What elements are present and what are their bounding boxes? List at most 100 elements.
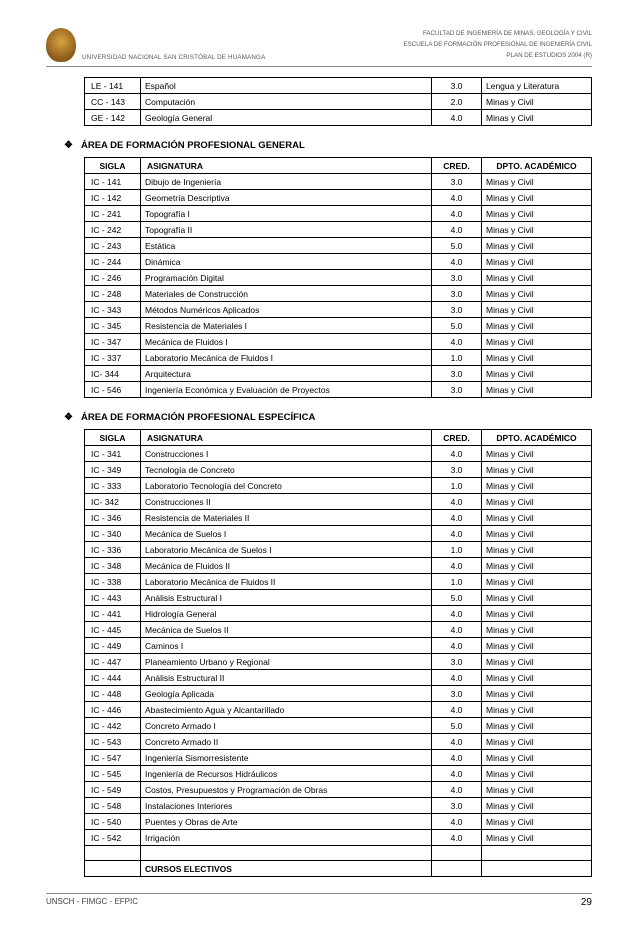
cell-asignatura: Irrigación bbox=[141, 830, 432, 846]
cell-sigla: IC - 445 bbox=[85, 622, 141, 638]
cell-dpto: Minas y Civil bbox=[482, 206, 592, 222]
cell-cred: 3.0 bbox=[432, 798, 482, 814]
cell-asignatura: Materiales de Construcción bbox=[141, 286, 432, 302]
cell-sigla: IC - 448 bbox=[85, 686, 141, 702]
table-row: IC - 547Ingeniería Sismorresistente4.0Mi… bbox=[85, 750, 592, 766]
page-footer: UNSCH - FIMGC - EFPIC 29 bbox=[46, 893, 592, 908]
cell-dpto: Minas y Civil bbox=[482, 478, 592, 494]
cell-cred: 1.0 bbox=[432, 574, 482, 590]
cell-cred: 3.0 bbox=[432, 366, 482, 382]
table-row: IC - 546Ingeniería Económica y Evaluació… bbox=[85, 382, 592, 398]
cell-dpto: Minas y Civil bbox=[482, 766, 592, 782]
col-sigla: SIGLA bbox=[85, 430, 141, 446]
col-cred: CRED. bbox=[432, 430, 482, 446]
table-row: IC - 442Concreto Armado I5.0Minas y Civi… bbox=[85, 718, 592, 734]
cell-cred: 1.0 bbox=[432, 478, 482, 494]
table-row: CC - 143Computación2.0Minas y Civil bbox=[85, 94, 592, 110]
table-row: IC - 345Resistencia de Materiales I5.0Mi… bbox=[85, 318, 592, 334]
cell-sigla: IC - 348 bbox=[85, 558, 141, 574]
table-row: IC - 347Mecánica de Fluidos I4.0Minas y … bbox=[85, 334, 592, 350]
cell-sigla: IC- 342 bbox=[85, 494, 141, 510]
cell-dpto: Minas y Civil bbox=[482, 558, 592, 574]
table-row: IC - 548Instalaciones Interiores3.0Minas… bbox=[85, 798, 592, 814]
table-header-row: SIGLA ASIGNATURA CRED. DPTO. ACADÉMICO bbox=[85, 430, 592, 446]
cell-sigla: IC - 246 bbox=[85, 270, 141, 286]
cell-asignatura: Español bbox=[141, 78, 432, 94]
cell-asignatura: Topografía I bbox=[141, 206, 432, 222]
section1-title-text: ÁREA DE FORMACIÓN PROFESIONAL GENERAL bbox=[81, 140, 305, 151]
table-row: IC - 348Mecánica de Fluidos II4.0Minas y… bbox=[85, 558, 592, 574]
cell-cred: 5.0 bbox=[432, 718, 482, 734]
cell-cred: 4.0 bbox=[432, 254, 482, 270]
cell-asignatura: Tecnología de Concreto bbox=[141, 462, 432, 478]
cell-sigla: IC - 545 bbox=[85, 766, 141, 782]
university-crest-icon bbox=[46, 28, 76, 62]
cell-sigla: IC - 549 bbox=[85, 782, 141, 798]
table-row: IC - 441Hidrología General4.0Minas y Civ… bbox=[85, 606, 592, 622]
cell-dpto: Minas y Civil bbox=[482, 590, 592, 606]
cell-dpto: Minas y Civil bbox=[482, 462, 592, 478]
cell-dpto: Minas y Civil bbox=[482, 238, 592, 254]
table-row: IC - 142Geometría Descriptiva4.0Minas y … bbox=[85, 190, 592, 206]
cell-sigla: IC - 141 bbox=[85, 174, 141, 190]
cell-cred: 4.0 bbox=[432, 638, 482, 654]
cell-cred: 5.0 bbox=[432, 590, 482, 606]
cell-dpto: Minas y Civil bbox=[482, 830, 592, 846]
cell-cred: 4.0 bbox=[432, 222, 482, 238]
cell-cred: 3.0 bbox=[432, 462, 482, 478]
cell-cred: 4.0 bbox=[432, 334, 482, 350]
cell-dpto: Minas y Civil bbox=[482, 622, 592, 638]
cell-asignatura: Geología Aplicada bbox=[141, 686, 432, 702]
table-row: IC - 242Topografía II4.0Minas y Civil bbox=[85, 222, 592, 238]
cell-sigla: IC - 243 bbox=[85, 238, 141, 254]
cell-dpto: Minas y Civil bbox=[482, 446, 592, 462]
table-row: IC- 344Arquitectura3.0Minas y Civil bbox=[85, 366, 592, 382]
cell-dpto: Minas y Civil bbox=[482, 798, 592, 814]
cell-asignatura: Resistencia de Materiales II bbox=[141, 510, 432, 526]
table-row: IC - 340Mecánica de Suelos I4.0Minas y C… bbox=[85, 526, 592, 542]
table-header-row: SIGLA ASIGNATURA CRED. DPTO. ACADÉMICO bbox=[85, 158, 592, 174]
cell-asignatura: Laboratorio Mecánica de Fluidos I bbox=[141, 350, 432, 366]
cell-cred: 4.0 bbox=[432, 606, 482, 622]
table-row: IC - 333Laboratorio Tecnología del Concr… bbox=[85, 478, 592, 494]
cell-cred: 1.0 bbox=[432, 350, 482, 366]
cell-dpto: Minas y Civil bbox=[482, 222, 592, 238]
cell-cred: 3.0 bbox=[432, 174, 482, 190]
cell-dpto: Minas y Civil bbox=[482, 350, 592, 366]
section-title-specific: ❖ ÁREA DE FORMACIÓN PROFESIONAL ESPECÍFI… bbox=[64, 412, 592, 423]
electives-label: CURSOS ELECTIVOS bbox=[141, 861, 432, 877]
cell-asignatura: Arquitectura bbox=[141, 366, 432, 382]
table-row: IC - 445Mecánica de Suelos II4.0Minas y … bbox=[85, 622, 592, 638]
cell-dpto: Minas y Civil bbox=[482, 670, 592, 686]
page-header: UNIVERSIDAD NACIONAL SAN CRISTÓBAL DE HU… bbox=[46, 28, 592, 67]
cell-asignatura: Hidrología General bbox=[141, 606, 432, 622]
cell-asignatura: Puentes y Obras de Arte bbox=[141, 814, 432, 830]
cell-asignatura: Geología General bbox=[141, 110, 432, 126]
cell-cred: 4.0 bbox=[432, 622, 482, 638]
cell-sigla: IC - 447 bbox=[85, 654, 141, 670]
table-row: IC - 349Tecnología de Concreto3.0Minas y… bbox=[85, 462, 592, 478]
cell-asignatura: Ingeniería Económica y Evaluación de Pro… bbox=[141, 382, 432, 398]
cell-sigla: IC - 336 bbox=[85, 542, 141, 558]
cell-sigla: IC - 347 bbox=[85, 334, 141, 350]
table-row: IC - 336Laboratorio Mecánica de Suelos I… bbox=[85, 542, 592, 558]
cell-dpto: Minas y Civil bbox=[482, 318, 592, 334]
table-row: IC - 343Métodos Numéricos Aplicados3.0Mi… bbox=[85, 302, 592, 318]
cell-cred: 4.0 bbox=[432, 702, 482, 718]
cell-asignatura: Construcciones II bbox=[141, 494, 432, 510]
cell-asignatura: Mecánica de Fluidos I bbox=[141, 334, 432, 350]
cell-asignatura: Concreto Armado I bbox=[141, 718, 432, 734]
section2-title-text: ÁREA DE FORMACIÓN PROFESIONAL ESPECÍFICA bbox=[81, 412, 315, 423]
cell-sigla: IC - 248 bbox=[85, 286, 141, 302]
cell-asignatura: Computación bbox=[141, 94, 432, 110]
table-row: IC - 337Laboratorio Mecánica de Fluidos … bbox=[85, 350, 592, 366]
table-row: IC - 443Análisis Estructural I5.0Minas y… bbox=[85, 590, 592, 606]
cell-asignatura: Programación Digital bbox=[141, 270, 432, 286]
cell-asignatura: Métodos Numéricos Aplicados bbox=[141, 302, 432, 318]
cell-sigla: IC - 337 bbox=[85, 350, 141, 366]
cell-sigla: IC - 546 bbox=[85, 382, 141, 398]
cell-cred: 5.0 bbox=[432, 318, 482, 334]
cell-sigla: GE - 142 bbox=[85, 110, 141, 126]
cell-sigla: IC - 242 bbox=[85, 222, 141, 238]
cell-dpto: Minas y Civil bbox=[482, 526, 592, 542]
